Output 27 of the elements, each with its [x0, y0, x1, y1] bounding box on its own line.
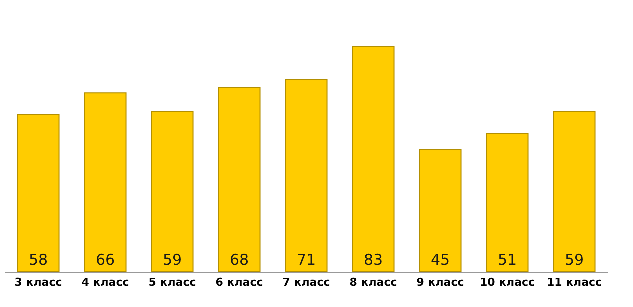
- bar: [419, 150, 462, 272]
- data-label: 66: [96, 251, 116, 269]
- x-tick-label: 4 класс: [82, 276, 130, 290]
- bar: [486, 133, 529, 272]
- x-tick-label: 9 класс: [416, 276, 464, 290]
- x-tick-label: 10 класс: [480, 276, 536, 290]
- bar: [285, 79, 328, 272]
- x-tick-label: 5 класс: [148, 276, 196, 290]
- x-tick-label: 11 класс: [546, 276, 602, 290]
- bar: [84, 92, 127, 272]
- x-tick-label: 7 класс: [282, 276, 330, 290]
- bar: [218, 87, 261, 272]
- x-tick-label: 8 класс: [350, 276, 398, 290]
- x-tick-label: 3 класс: [14, 276, 62, 290]
- data-label: 58: [28, 251, 48, 269]
- data-label: 59: [162, 251, 182, 269]
- data-label: 68: [230, 251, 250, 269]
- data-label: 71: [296, 251, 316, 269]
- x-tick-label: 6 класс: [216, 276, 264, 290]
- bar: [151, 112, 194, 272]
- data-label: 83: [364, 251, 384, 269]
- bar: [17, 114, 60, 272]
- data-label: 45: [430, 251, 450, 269]
- data-label: 59: [564, 251, 584, 269]
- bar: [553, 112, 596, 272]
- bar: [352, 46, 395, 272]
- data-label: 51: [498, 251, 518, 269]
